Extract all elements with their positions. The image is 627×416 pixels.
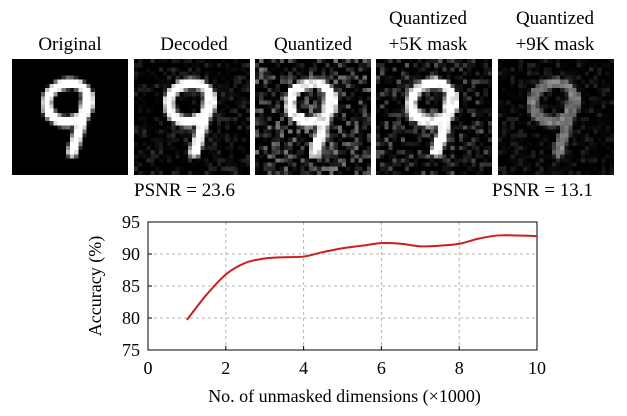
caption-quantized-5k: Quantized +5K mask [388,8,468,55]
caption-quantized-9k: Quantized +9K mask [515,8,595,55]
x-tick-label-0: 0 [144,358,153,378]
y-tick-label-1: 80 [122,308,140,328]
image-quantized-5k-mask [376,59,492,175]
y-axis-label: Accuracy (%) [85,236,106,336]
y-tick-label-4: 95 [122,212,140,232]
y-tick-label-2: 85 [122,276,140,296]
caption-original: Original [38,34,102,55]
series-line-0 [186,234,538,321]
image-original [12,59,128,175]
x-tick-label-1: 2 [221,358,230,378]
x-tick-label-2: 4 [299,358,308,378]
y-tick-label-3: 90 [122,244,140,264]
y-tick-label-0: 75 [122,340,140,360]
x-tick-label-3: 6 [377,358,386,378]
caption-quantized: Quantized [273,34,353,55]
accuracy-chart: 0 2 4 6 8 10 75 80 85 90 95 No. of unmasked dimensi… [85,212,546,407]
image-quantized [255,59,371,175]
caption-decoded: Decoded [160,34,228,55]
image-decoded [134,59,250,175]
x-tick-label-4: 8 [455,358,464,378]
psnr-decoded: PSNR = 23.6 [134,180,235,201]
image-quantized-9k-mask [498,59,614,175]
psnr-quantized-9k: PSNR = 13.1 [492,180,593,201]
x-tick-label-5: 10 [528,358,546,378]
x-axis-label: No. of unmasked dimensions (×1000) [208,386,481,407]
